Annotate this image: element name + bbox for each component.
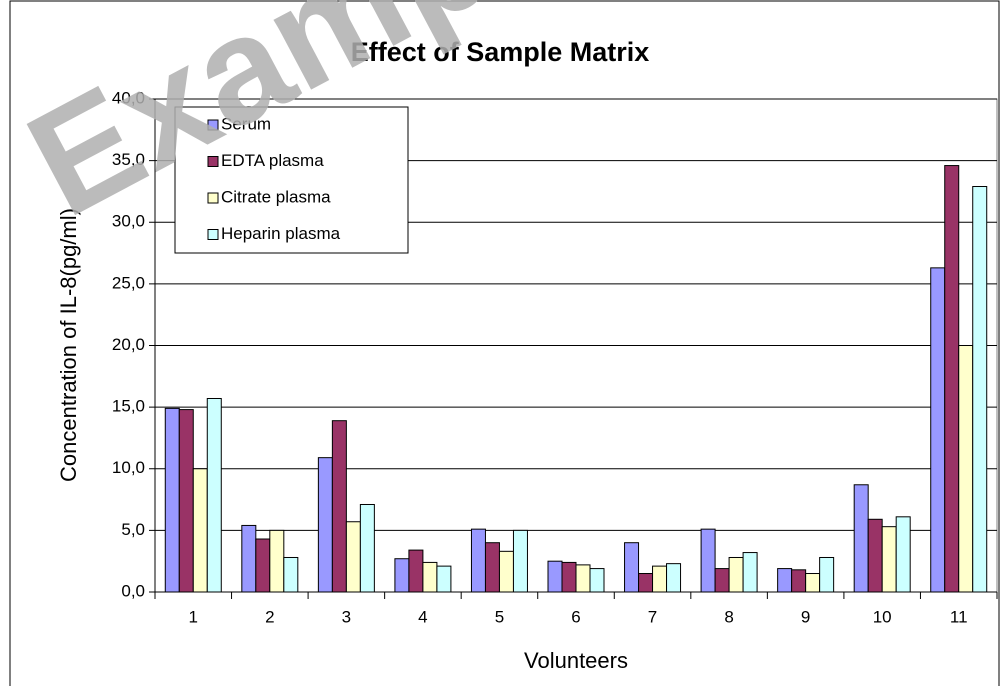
bar <box>164 407 180 593</box>
bar <box>700 528 716 593</box>
bar <box>484 542 500 593</box>
bar <box>791 569 807 593</box>
bar <box>498 550 514 593</box>
bar <box>283 556 299 593</box>
y-tick-label: 20,0 <box>112 335 145 354</box>
y-tick-label: 40,0 <box>112 88 145 107</box>
x-tick-label: 4 <box>418 607 427 626</box>
bar <box>638 573 654 593</box>
bar <box>742 552 758 593</box>
bar <box>575 564 591 593</box>
bar <box>394 558 410 593</box>
chart-title: Effect of Sample Matrix <box>351 37 650 67</box>
y-tick-label: 15,0 <box>112 397 145 416</box>
legend-label: Heparin plasma <box>221 224 341 243</box>
bar <box>317 457 333 593</box>
legend-swatch <box>207 119 219 131</box>
bar <box>470 528 486 593</box>
bar <box>930 267 946 593</box>
x-tick-label: 10 <box>873 607 892 626</box>
bar <box>192 468 208 593</box>
x-tick-label: 9 <box>801 607 810 626</box>
legend-box <box>174 106 409 254</box>
bar <box>269 529 285 593</box>
y-tick-label: 10,0 <box>112 458 145 477</box>
x-axis-label: Volunteers <box>524 648 628 673</box>
bar <box>805 573 821 593</box>
bar <box>408 549 424 593</box>
y-axis-label: Concentration of IL-8(pg/ml) <box>56 208 81 482</box>
bar <box>652 565 668 593</box>
bar <box>331 420 347 593</box>
x-tick-label: 7 <box>648 607 657 626</box>
y-tick-label: 0,0 <box>121 581 145 600</box>
y-tick-label: 5,0 <box>121 520 145 539</box>
bar <box>255 538 271 593</box>
x-tick-label: 2 <box>265 607 274 626</box>
bar <box>561 561 577 593</box>
bar <box>547 560 563 593</box>
legend-swatch <box>207 192 219 204</box>
legend-label: Serum <box>221 114 271 133</box>
bar <box>345 521 361 593</box>
y-tick-label: 25,0 <box>112 273 145 292</box>
bar <box>422 561 438 593</box>
x-tick-label: 11 <box>950 607 968 626</box>
bar <box>359 503 375 593</box>
bar <box>241 524 257 593</box>
x-tick-label: 8 <box>724 607 733 626</box>
bar <box>819 556 835 593</box>
y-tick-label: 35,0 <box>112 150 145 169</box>
bar <box>436 565 452 593</box>
bar <box>206 397 222 593</box>
bar <box>666 563 682 593</box>
bar <box>178 409 194 593</box>
x-tick-label: 3 <box>342 607 351 626</box>
y-tick-label: 30,0 <box>112 212 145 231</box>
legend-swatch <box>207 156 219 167</box>
bar <box>881 526 897 593</box>
bar <box>944 165 960 593</box>
bar <box>714 568 730 593</box>
legend-label: EDTA plasma <box>221 151 324 170</box>
bar <box>867 518 883 593</box>
legend-label: Citrate plasma <box>221 187 331 206</box>
x-tick-label: 6 <box>571 607 580 626</box>
bar <box>958 345 974 593</box>
x-tick-label: 1 <box>189 607 198 626</box>
x-tick-label: 5 <box>495 607 504 626</box>
bar <box>777 568 793 593</box>
bar <box>624 542 640 593</box>
legend-swatch <box>207 229 219 240</box>
bar <box>512 529 528 593</box>
plot-area: 0,0 5,0 10,0 15,0 20,0 25,0 30,0 35,0 40,0 1 2 3 4 5 6… <box>112 88 998 626</box>
bar <box>895 516 911 593</box>
bar <box>728 556 744 593</box>
bar <box>589 568 605 593</box>
bar <box>972 186 988 593</box>
bar <box>853 484 869 593</box>
